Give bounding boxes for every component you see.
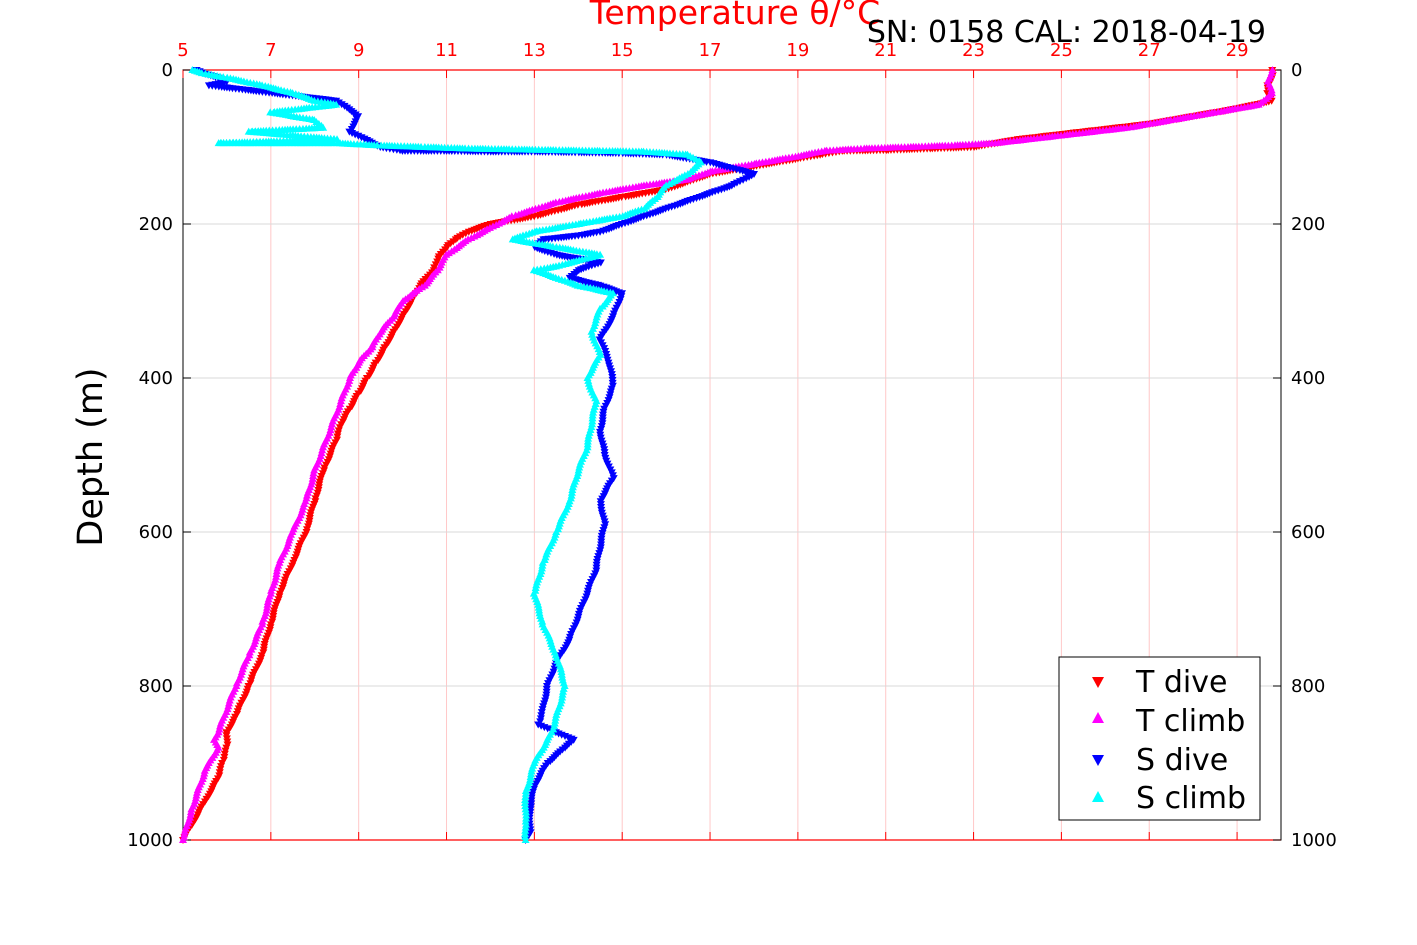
x-tick-label: 21: [874, 40, 897, 61]
data-point-t-climb: [309, 469, 318, 477]
data-point-s-climb: [584, 431, 593, 439]
x-tick-label: 15: [611, 40, 634, 61]
data-point-s-climb: [558, 687, 567, 695]
data-point-s-climb: [574, 466, 583, 474]
legend-marker-t-dive: [1092, 677, 1104, 688]
x-tick-label: 9: [353, 40, 364, 61]
data-point-s-climb: [526, 773, 535, 780]
legend-marker-s-dive: [1092, 755, 1104, 766]
x-tick-label: 13: [523, 40, 546, 61]
data-point-s-climb: [521, 832, 530, 840]
data-series: [179, 66, 1277, 844]
chart-caption: SN: 0158 CAL: 2018-04-19: [867, 15, 1266, 50]
x-tick-label: 25: [1050, 40, 1073, 61]
data-point-s-climb: [558, 693, 567, 701]
data-point-t-climb: [187, 808, 196, 815]
data-point-s-climb: [551, 713, 560, 721]
legend-label-s-climb: S climb: [1136, 781, 1246, 816]
data-point-t-climb: [200, 766, 209, 774]
y-axis-label: Depth (m): [71, 367, 111, 546]
data-point-t-climb: [263, 598, 272, 605]
data-point-s-climb: [521, 792, 530, 800]
y-tick-label-left: 600: [139, 522, 173, 543]
data-point-t-climb: [192, 788, 201, 796]
x-tick-label: 11: [435, 40, 458, 61]
data-point-s-climb: [521, 789, 530, 797]
y-tick-label-left: 200: [139, 214, 173, 235]
data-point-s-climb: [557, 668, 566, 675]
series-s-climb: [188, 66, 705, 843]
y-tick-label-left: 800: [139, 676, 173, 697]
series-t-climb: [179, 66, 1277, 843]
y-tick-label-left: 0: [162, 60, 173, 81]
legend-box: [1058, 656, 1261, 821]
legend-label-t-dive: T dive: [1135, 665, 1227, 700]
y-tick-label-right: 200: [1291, 214, 1325, 235]
legend-label-t-climb: T climb: [1135, 704, 1245, 739]
data-point-s-climb: [527, 767, 536, 775]
data-point-s-climb: [558, 673, 567, 681]
legend-marker-s-climb: [1092, 791, 1104, 802]
data-point-t-climb: [273, 564, 282, 572]
y-tick-label-right: 600: [1291, 522, 1325, 543]
data-point-t-climb: [179, 836, 187, 843]
legend-marker-t-climb: [1092, 712, 1104, 723]
x-tick-label: 23: [962, 40, 985, 61]
x-tick-label: 19: [786, 40, 809, 61]
data-point-s-climb: [557, 670, 566, 678]
data-point-t-climb: [245, 648, 254, 656]
data-point-t-climb: [180, 827, 189, 835]
y-tick-label-left: 400: [139, 368, 173, 389]
x-tick-label: 17: [699, 40, 722, 61]
y-tick-label-right: 400: [1291, 368, 1325, 389]
data-point-s-climb: [588, 420, 597, 428]
x-tick-label: 7: [265, 40, 276, 61]
data-point-s-climb: [521, 823, 530, 831]
data-point-s-climb: [550, 719, 559, 727]
data-point-s-climb: [558, 690, 567, 698]
data-point-t-climb: [1267, 86, 1276, 94]
chart-title: Temperature θ/°C: [589, 0, 880, 32]
data-point-s-climb: [551, 716, 560, 724]
data-point-s-climb: [522, 820, 531, 828]
data-point-t-climb: [308, 474, 317, 482]
data-point-s-climb: [552, 710, 561, 718]
data-point-s-climb: [568, 483, 577, 491]
data-point-t-climb: [272, 570, 281, 577]
data-point-s-climb: [575, 463, 584, 471]
data-point-t-climb: [263, 603, 272, 611]
y-tick-label-left: 1000: [127, 830, 173, 851]
y-tick-label-right: 0: [1291, 60, 1302, 81]
data-point-s-climb: [521, 826, 530, 834]
data-point-s-climb: [567, 488, 576, 496]
x-tick-label: 29: [1226, 40, 1249, 61]
axis-ticks: 5 7 9 11 13 15 17 19 21 23 25 27 29 0 0 200 200 400 400 600…: [127, 40, 1337, 851]
x-tick-label: 5: [177, 40, 188, 61]
data-point-t-climb: [192, 791, 201, 799]
data-point-t-climb: [302, 491, 311, 499]
legend-label-s-dive: S dive: [1136, 743, 1228, 778]
data-point-s-climb: [535, 606, 544, 614]
x-tick-label: 27: [1138, 40, 1161, 61]
data-point-s-climb: [534, 600, 543, 608]
data-point-s-climb: [522, 814, 531, 822]
data-point-s-climb: [521, 836, 530, 843]
data-point-s-climb: [532, 581, 541, 589]
y-tick-label-right: 1000: [1291, 830, 1337, 851]
data-point-s-climb: [521, 805, 530, 813]
data-point-s-climb: [538, 561, 547, 569]
y-tick-label-right: 800: [1291, 676, 1325, 697]
chart-legend: T dive T climb S dive S climb: [1058, 656, 1261, 821]
data-point-s-climb: [589, 408, 598, 416]
data-point-s-climb: [521, 802, 530, 810]
data-point-s-climb: [521, 817, 530, 825]
